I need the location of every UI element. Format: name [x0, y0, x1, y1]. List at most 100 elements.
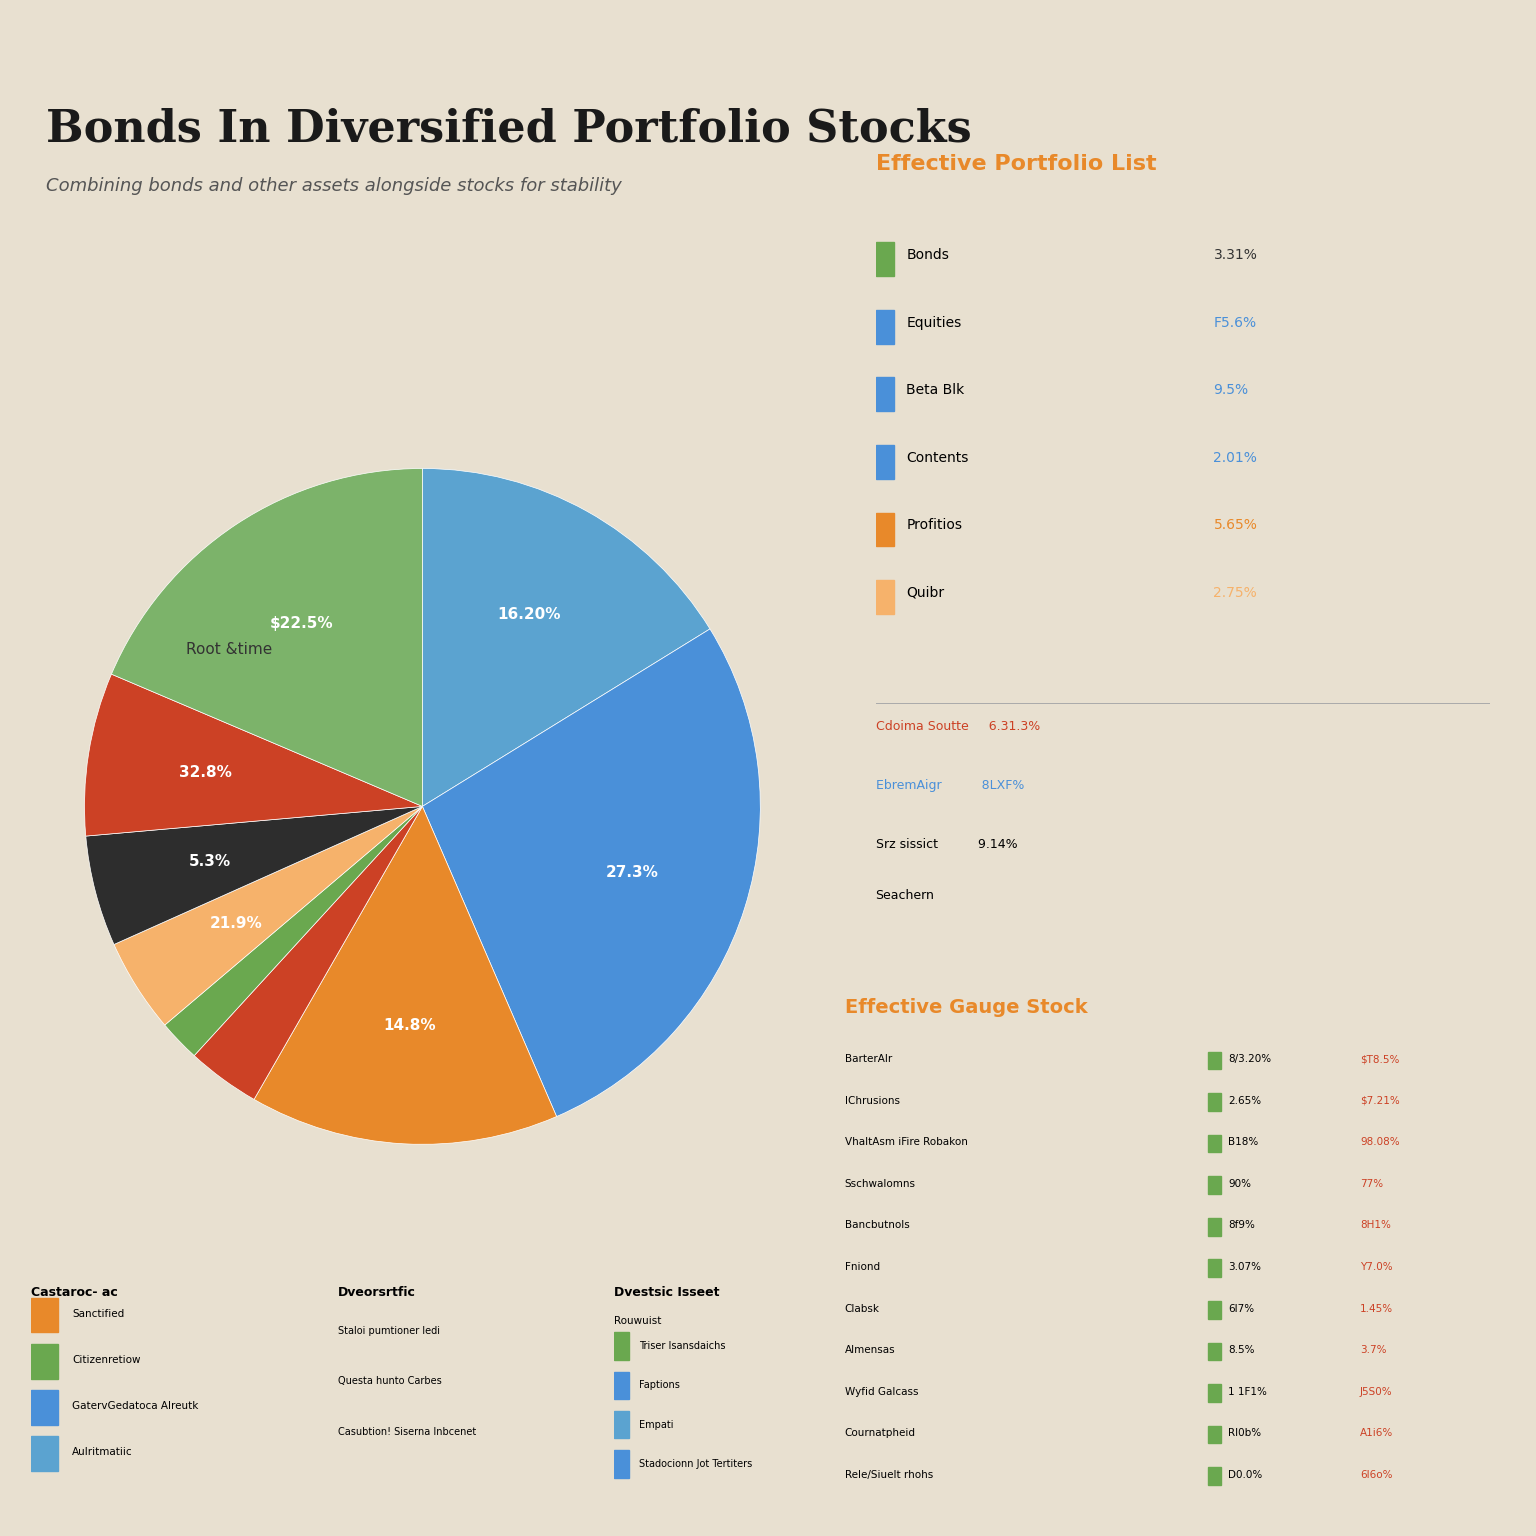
Bar [614, 1372, 630, 1399]
Bar [614, 1332, 630, 1361]
Text: Y7.0%: Y7.0% [1359, 1263, 1393, 1272]
Text: 14.8%: 14.8% [384, 1018, 436, 1034]
Wedge shape [422, 468, 710, 806]
Text: Rl0b%: Rl0b% [1227, 1428, 1261, 1438]
Text: Sschwalomns: Sschwalomns [845, 1180, 915, 1189]
Text: 27.3%: 27.3% [605, 865, 659, 880]
Text: IChrusions: IChrusions [845, 1095, 900, 1106]
Text: Root &time: Root &time [186, 642, 272, 657]
Text: 21.9%: 21.9% [210, 915, 263, 931]
Bar [1207, 1135, 1221, 1152]
Text: F5.6%: F5.6% [1213, 315, 1256, 330]
Text: Beta Blk: Beta Blk [906, 382, 965, 398]
Wedge shape [164, 806, 422, 1055]
Text: 98.08%: 98.08% [1359, 1137, 1399, 1147]
Text: Combining bonds and other assets alongside stocks for stability: Combining bonds and other assets alongsi… [46, 177, 622, 195]
Bar [1207, 1342, 1221, 1361]
Text: Bonds: Bonds [906, 247, 949, 263]
Bar [1207, 1094, 1221, 1111]
Bar [1207, 1052, 1221, 1069]
Bar [876, 378, 894, 412]
Text: J5S0%: J5S0% [1359, 1387, 1393, 1396]
Text: 3.7%: 3.7% [1359, 1346, 1387, 1355]
Text: Effective Gauge Stock: Effective Gauge Stock [845, 998, 1087, 1017]
Text: Empati: Empati [639, 1419, 673, 1430]
Bar [876, 310, 894, 344]
Text: 6l6o%: 6l6o% [1359, 1470, 1393, 1479]
Text: 8.5%: 8.5% [1227, 1346, 1255, 1355]
Text: Rele/Siuelt rhohs: Rele/Siuelt rhohs [845, 1470, 932, 1479]
Text: 5.65%: 5.65% [1213, 518, 1258, 533]
Text: 6l7%: 6l7% [1227, 1304, 1253, 1313]
Text: B18%: B18% [1227, 1137, 1258, 1147]
Text: $7.21%: $7.21% [1359, 1095, 1399, 1106]
Text: Dveorsrtfic: Dveorsrtfic [338, 1287, 416, 1299]
Bar [1207, 1467, 1221, 1485]
Bar [1207, 1177, 1221, 1193]
Text: 1.45%: 1.45% [1359, 1304, 1393, 1313]
Text: Sanctified: Sanctified [72, 1309, 124, 1319]
Bar [31, 1390, 58, 1425]
Text: Almensas: Almensas [845, 1346, 895, 1355]
Bar [1207, 1260, 1221, 1278]
Text: 8f9%: 8f9% [1227, 1221, 1255, 1230]
Bar [1207, 1218, 1221, 1235]
Wedge shape [84, 674, 422, 836]
Text: 3.07%: 3.07% [1227, 1263, 1261, 1272]
Text: Faptions: Faptions [639, 1381, 680, 1390]
Text: 77%: 77% [1359, 1180, 1382, 1189]
Text: 32.8%: 32.8% [180, 765, 232, 780]
Bar [876, 243, 894, 276]
Text: Casubtion! Siserna Inbcenet: Casubtion! Siserna Inbcenet [338, 1427, 476, 1438]
Bar [31, 1344, 58, 1379]
Text: 5.3%: 5.3% [189, 854, 230, 869]
Text: Cournatpheid: Cournatpheid [845, 1428, 915, 1438]
Text: $22.5%: $22.5% [269, 616, 333, 631]
Text: 8H1%: 8H1% [1359, 1221, 1392, 1230]
Text: Rouwuist: Rouwuist [614, 1316, 662, 1327]
Text: GatervGedatoca Alreutk: GatervGedatoca Alreutk [72, 1401, 198, 1412]
Text: D0.0%: D0.0% [1227, 1470, 1263, 1479]
Text: Cdoima Soutte     6.31.3%: Cdoima Soutte 6.31.3% [876, 719, 1040, 733]
Bar [876, 513, 894, 547]
Text: 16.20%: 16.20% [498, 607, 561, 622]
Bar [614, 1450, 630, 1478]
Text: BarterAlr: BarterAlr [845, 1054, 892, 1064]
Text: Staloi pumtioner ledi: Staloi pumtioner ledi [338, 1326, 439, 1336]
Wedge shape [194, 806, 422, 1100]
Text: 8/3.20%: 8/3.20% [1227, 1054, 1270, 1064]
Wedge shape [86, 806, 422, 945]
Text: Stadocionn Jot Tertiters: Stadocionn Jot Tertiters [639, 1459, 753, 1468]
Text: Questa hunto Carbes: Questa hunto Carbes [338, 1376, 442, 1387]
Text: Wyfid Galcass: Wyfid Galcass [845, 1387, 919, 1396]
Text: Triser Isansdaichs: Triser Isansdaichs [639, 1341, 725, 1352]
Text: Quibr: Quibr [906, 585, 945, 601]
Text: Aulritmatiic: Aulritmatiic [72, 1447, 132, 1458]
Bar [1207, 1301, 1221, 1319]
Text: Fniond: Fniond [845, 1263, 880, 1272]
Wedge shape [253, 806, 556, 1144]
Text: EbremAigr          8LXF%: EbremAigr 8LXF% [876, 779, 1025, 791]
Text: Profitios: Profitios [906, 518, 962, 533]
Text: Clabsk: Clabsk [845, 1304, 880, 1313]
Wedge shape [114, 806, 422, 1025]
Text: 9.5%: 9.5% [1213, 382, 1249, 398]
Text: Srz sissict          9.14%: Srz sissict 9.14% [876, 839, 1017, 851]
Text: Equities: Equities [906, 315, 962, 330]
Bar [31, 1298, 58, 1332]
Text: Seachern: Seachern [876, 888, 934, 902]
Text: A1i6%: A1i6% [1359, 1428, 1393, 1438]
Text: Bonds In Diversified Portfolio Stocks: Bonds In Diversified Portfolio Stocks [46, 108, 972, 151]
Text: VhaltAsm iFire Robakon: VhaltAsm iFire Robakon [845, 1137, 968, 1147]
Bar [1207, 1425, 1221, 1444]
Wedge shape [422, 628, 760, 1117]
Bar [614, 1410, 630, 1438]
Text: Citizenretiow: Citizenretiow [72, 1355, 141, 1366]
Text: 3.31%: 3.31% [1213, 247, 1258, 263]
Text: $T8.5%: $T8.5% [1359, 1054, 1399, 1064]
Text: Bancbutnols: Bancbutnols [845, 1221, 909, 1230]
Text: 90%: 90% [1227, 1180, 1250, 1189]
Text: 2.01%: 2.01% [1213, 450, 1258, 465]
Text: 2.65%: 2.65% [1227, 1095, 1261, 1106]
Text: Dvestsic Isseet: Dvestsic Isseet [614, 1287, 720, 1299]
